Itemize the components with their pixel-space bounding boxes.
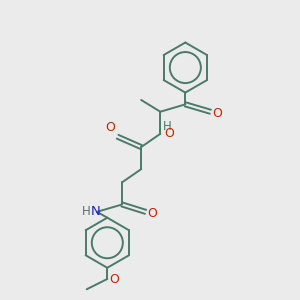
Text: N: N <box>91 205 100 218</box>
Text: O: O <box>164 127 174 140</box>
Text: O: O <box>105 121 115 134</box>
Text: O: O <box>148 207 158 220</box>
Text: H: H <box>82 205 91 218</box>
Text: H: H <box>162 120 171 133</box>
Text: O: O <box>110 273 119 286</box>
Text: O: O <box>212 107 222 120</box>
